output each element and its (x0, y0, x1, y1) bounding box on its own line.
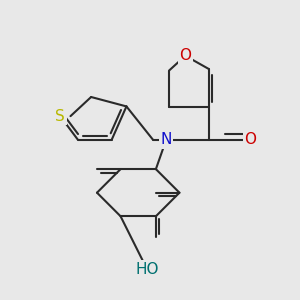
Text: O: O (179, 48, 191, 63)
Text: N: N (160, 132, 172, 147)
Text: S: S (55, 109, 65, 124)
Text: HO: HO (135, 262, 159, 277)
Text: O: O (244, 132, 256, 147)
